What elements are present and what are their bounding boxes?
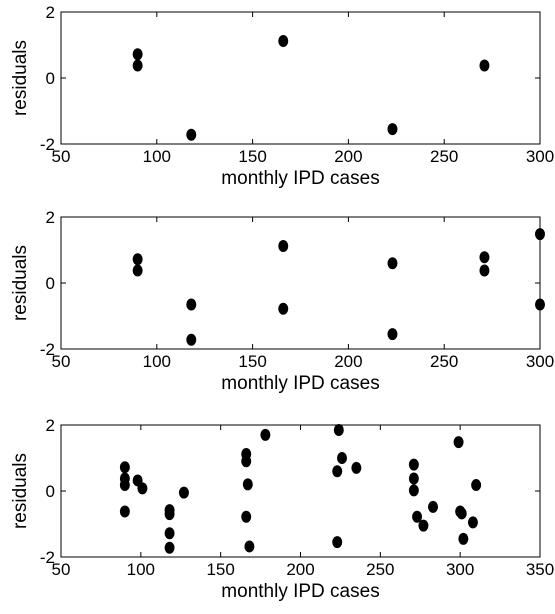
data-point: [119, 505, 130, 518]
x-tick-label: 150: [238, 147, 266, 166]
data-point: [408, 484, 419, 497]
data-point: [471, 479, 482, 492]
data-point: [479, 264, 490, 277]
y-tick-label: 0: [46, 69, 55, 88]
data-point: [241, 455, 252, 468]
x-tick-label: 250: [430, 352, 458, 371]
data-point: [164, 527, 175, 540]
data-point: [186, 128, 197, 141]
x-tick-label: 100: [143, 352, 171, 371]
data-point: [132, 253, 143, 266]
x-tick-label: 250: [366, 560, 394, 579]
x-tick-label: 300: [526, 147, 554, 166]
data-point: [456, 507, 467, 520]
data-point: [458, 532, 469, 545]
y-axis-label: residuals: [10, 245, 31, 321]
data-point: [479, 59, 490, 72]
y-tick-label: -2: [40, 340, 55, 359]
data-point: [408, 458, 419, 471]
data-point: [242, 478, 253, 491]
y-tick-label: 0: [46, 274, 55, 293]
y-tick-label: 2: [46, 416, 55, 435]
x-tick-label: 200: [334, 352, 362, 371]
data-point: [186, 333, 197, 346]
data-point: [418, 519, 429, 532]
x-tick-label: 300: [446, 560, 474, 579]
data-point: [119, 461, 130, 474]
plot-frame-2: [60, 216, 541, 350]
x-tick-label: 200: [286, 560, 314, 579]
data-point: [453, 436, 464, 449]
x-axis-label: monthly IPD cases: [221, 581, 379, 602]
y-tick-label: -2: [40, 548, 55, 567]
data-point: [132, 48, 143, 61]
data-point: [428, 500, 439, 513]
data-point: [137, 482, 148, 495]
data-point: [119, 479, 130, 492]
x-tick-label: 100: [143, 147, 171, 166]
plot-frame-1: [60, 11, 541, 145]
data-point: [332, 465, 343, 478]
data-point: [479, 251, 490, 264]
y-axis-label: residuals: [10, 453, 31, 529]
data-point: [164, 508, 175, 521]
x-tick-label: 300: [526, 352, 554, 371]
data-point: [467, 516, 478, 529]
x-tick-label: 350: [526, 560, 554, 579]
data-point: [186, 298, 197, 311]
x-axis-label: monthly IPD cases: [221, 373, 379, 394]
x-tick-label: 150: [238, 352, 266, 371]
x-tick-label: 150: [206, 560, 234, 579]
data-point: [387, 328, 398, 341]
data-point: [278, 302, 289, 315]
data-point: [278, 240, 289, 253]
data-point: [164, 541, 175, 554]
data-point: [351, 461, 362, 474]
data-point: [535, 228, 545, 241]
data-point: [408, 472, 419, 485]
data-point: [535, 298, 545, 311]
x-tick-label: 50: [52, 147, 71, 166]
x-tick-label: 50: [52, 352, 71, 371]
data-point: [132, 264, 143, 277]
x-tick-label: 250: [430, 147, 458, 166]
y-tick-label: 2: [46, 3, 55, 22]
data-point: [387, 123, 398, 136]
y-tick-label: 0: [46, 482, 55, 501]
y-tick-label: -2: [40, 135, 55, 154]
x-tick-label: 200: [334, 147, 362, 166]
data-point: [260, 428, 271, 441]
data-point: [412, 510, 423, 523]
data-point: [178, 486, 189, 499]
data-point: [278, 35, 289, 48]
data-point: [132, 59, 143, 72]
y-tick-label: 2: [46, 208, 55, 227]
data-point: [244, 540, 255, 553]
data-point: [387, 257, 398, 270]
data-point: [241, 510, 252, 523]
data-point: [333, 423, 344, 436]
data-point: [337, 452, 348, 464]
x-axis-label: monthly IPD cases: [221, 168, 379, 189]
x-tick-label: 100: [127, 560, 155, 579]
y-axis-label: residuals: [10, 40, 31, 116]
x-tick-label: 50: [52, 560, 71, 579]
data-point: [332, 536, 343, 549]
